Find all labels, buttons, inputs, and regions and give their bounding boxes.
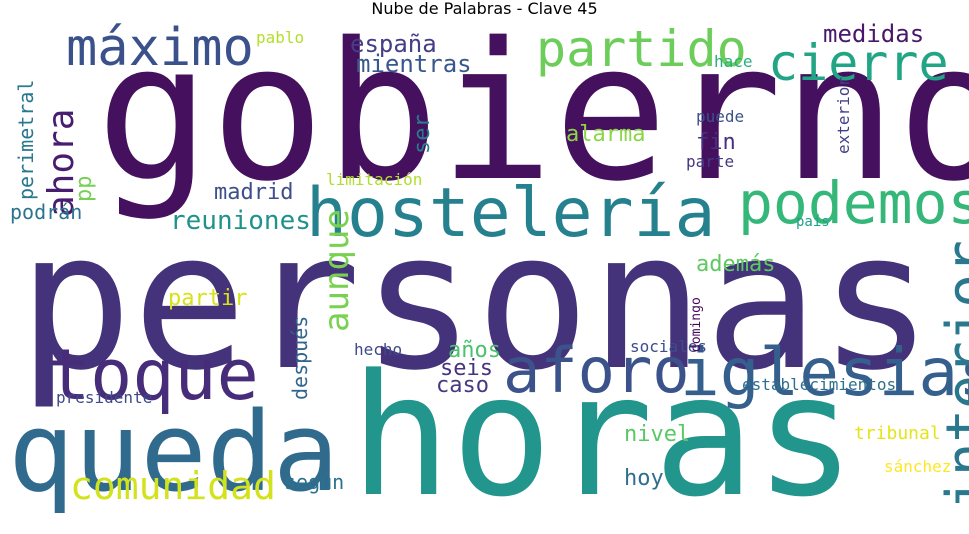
cloud-word: ser [410,114,435,154]
cloud-word: madrid [214,180,294,205]
cloud-word: sánchez [884,457,952,476]
cloud-word: máximo [66,18,254,78]
cloud-word: horas [350,338,856,534]
cloud-word: tribunal [854,423,941,444]
cloud-word: hostelería [306,174,716,253]
cloud-word: sociales [630,337,708,356]
cloud-word: iglesias [680,334,969,411]
cloud-word: toque [48,334,259,416]
cloud-word: mientras [356,50,472,78]
cloud-word: personas [18,191,934,412]
cloud-word: gobierno [96,2,969,223]
cloud-word: alarma [566,122,646,147]
cloud-word: podrán [10,200,83,224]
cloud-word: partir [168,286,248,311]
cloud-word: exterior [834,76,853,154]
cloud-word: domingo [689,297,704,352]
cloud-word: presidente [56,388,153,407]
cloud-word: además [696,252,776,277]
cloud-word: hecho [354,340,403,359]
cloud-word: nivel [624,422,691,447]
word-cloud: gobierno personas horas queda hostelería pode… [8,18,969,521]
cloud-word: puede [696,107,745,126]
cloud-word: queda [8,388,340,516]
cloud-word: podemos [738,169,969,237]
cloud-word: fin [696,130,736,155]
cloud-word: perimetral [14,79,38,200]
cloud-word: españa [350,30,437,58]
cloud-word: aforo [503,334,690,407]
cloud-word: comunidad [70,464,276,508]
cloud-word: limitación [326,170,423,189]
cloud-word: seis [440,356,493,381]
cloud-word: hace [714,52,753,71]
cloud-word: pp [72,175,97,203]
cloud-word: partido [536,20,747,78]
cloud-word: reuniones [170,206,311,236]
cloud-word: parte [686,152,735,171]
cloud-word: establecimientos [742,375,897,394]
cloud-word: después [288,315,312,400]
cloud-word: aunque [317,209,357,332]
cloud-word: caso [436,373,489,398]
cloud-word: cierre [768,34,949,92]
cloud-word: según [284,470,345,494]
cloud-word: país [796,214,830,230]
cloud-word: años [448,338,501,363]
cloud-title: Nube de Palabras - Clave 45 [371,0,598,18]
cloud-word: medidas [823,20,925,48]
cloud-word: hoy [624,466,664,491]
cloud-word: pablo [256,28,305,47]
